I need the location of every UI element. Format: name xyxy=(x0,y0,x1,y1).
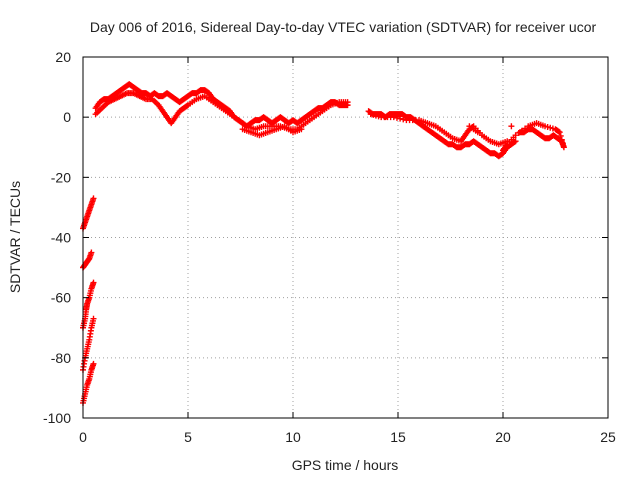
series-end-track xyxy=(466,120,567,154)
data-point xyxy=(88,249,95,256)
series-main-track-alt xyxy=(92,90,351,133)
data-point xyxy=(393,114,400,121)
data-point xyxy=(90,315,97,322)
data-points xyxy=(80,81,567,406)
series-early-arc-5 xyxy=(80,360,97,406)
data-point xyxy=(515,129,522,136)
series-early-arc-3 xyxy=(80,279,97,331)
series-late-track xyxy=(365,108,519,160)
data-point xyxy=(511,138,518,145)
data-point xyxy=(90,360,97,367)
data-point xyxy=(508,123,515,130)
data-point xyxy=(500,147,506,154)
x-tick-label: 10 xyxy=(285,429,301,445)
x-tick-label: 0 xyxy=(79,429,87,445)
y-tick-label: 20 xyxy=(55,49,71,65)
data-point xyxy=(390,114,397,121)
x-tick-label: 25 xyxy=(600,429,616,445)
series-main-track xyxy=(92,81,351,130)
axis-ticks: 0 5 10 15 20 25 -100 -80 -60 -40 -20 0 20 xyxy=(43,49,616,445)
data-point xyxy=(518,127,525,134)
data-point xyxy=(344,99,351,106)
x-tick-label: 20 xyxy=(495,429,511,445)
data-point xyxy=(90,195,97,202)
y-tick-label: -100 xyxy=(43,410,71,426)
data-point xyxy=(525,123,532,130)
data-point xyxy=(183,102,190,109)
data-point xyxy=(560,144,567,151)
y-tick-label: 0 xyxy=(63,109,71,125)
data-point xyxy=(559,140,566,147)
data-point xyxy=(558,136,565,143)
chart-title: Day 006 of 2016, Sidereal Day-to-day VTE… xyxy=(90,19,597,35)
data-point xyxy=(553,126,560,133)
data-point xyxy=(400,116,407,123)
y-tick-label: -40 xyxy=(51,230,71,246)
data-point xyxy=(557,132,564,139)
y-tick-label: -20 xyxy=(51,169,71,185)
x-axis-label: GPS time / hours xyxy=(292,457,399,473)
data-point xyxy=(397,115,404,122)
x-tick-label: 15 xyxy=(390,429,406,445)
series-early-arc-1 xyxy=(80,195,97,232)
data-point xyxy=(298,126,305,133)
series-late-track-alt xyxy=(367,111,511,148)
data-point xyxy=(90,279,97,286)
data-point xyxy=(522,125,529,132)
y-tick-label: -60 xyxy=(51,290,71,306)
series-early-arc-2 xyxy=(80,249,95,271)
y-tick-label: -80 xyxy=(51,350,71,366)
grid xyxy=(83,57,608,418)
y-axis-label: SDTVAR / TECUs xyxy=(7,181,23,293)
series-trough-dip xyxy=(239,123,305,139)
data-point xyxy=(512,138,519,145)
x-tick-label: 5 xyxy=(184,429,192,445)
data-point xyxy=(474,129,481,136)
